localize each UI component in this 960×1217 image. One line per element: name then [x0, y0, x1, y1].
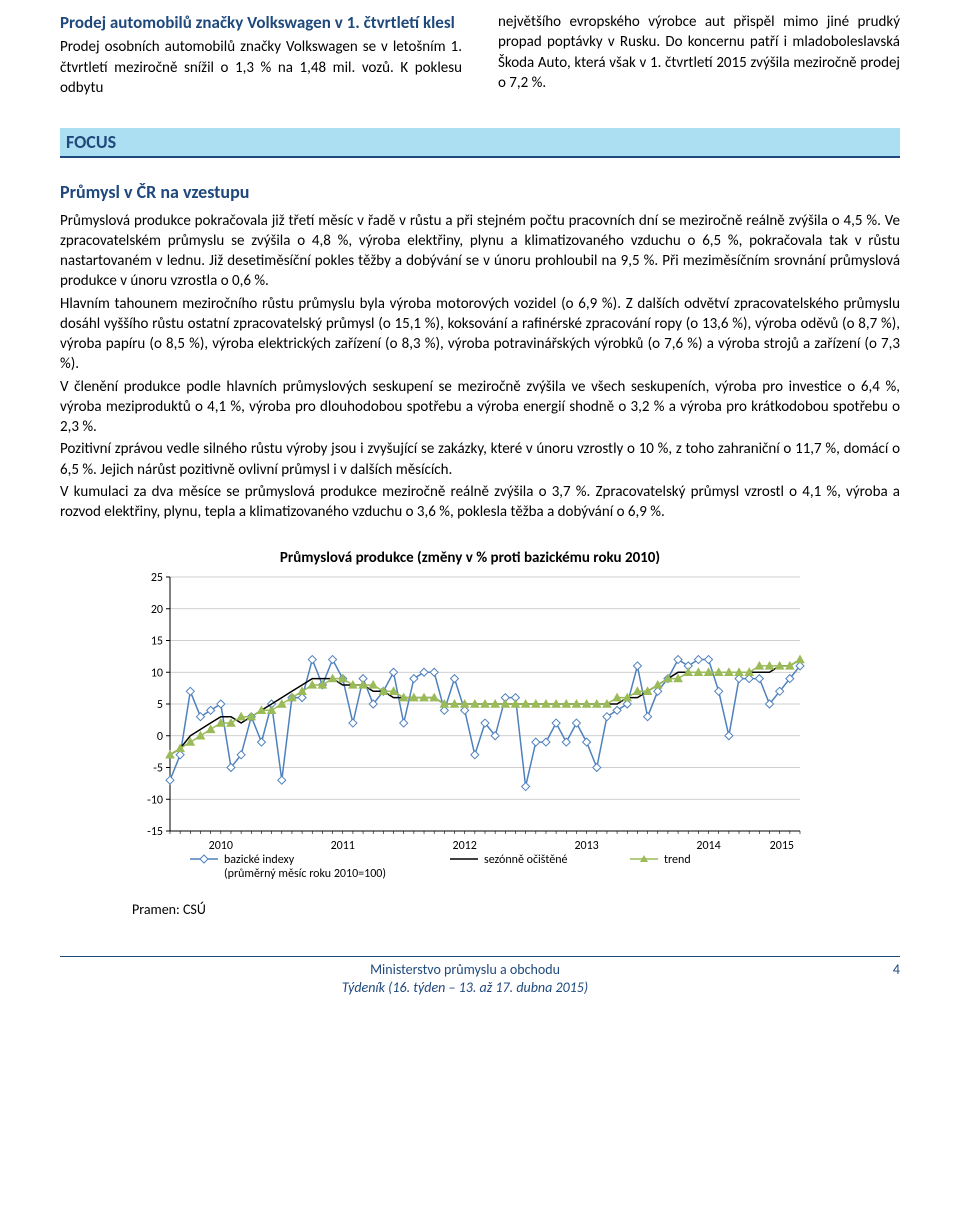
focus-para: V kumulaci za dva měsíce se průmyslová p… — [60, 482, 900, 523]
svg-text:2014: 2014 — [696, 839, 720, 853]
news-text-1: Prodej osobních automobilů značky Volksw… — [60, 38, 462, 97]
news-text-2: největšího evropského výrobce aut přispě… — [498, 13, 900, 92]
focus-para: Pozitivní zprávou vedle silného růstu vý… — [60, 439, 900, 480]
svg-text:0: 0 — [157, 729, 163, 743]
svg-text:bazické indexy: bazické indexy — [224, 853, 295, 867]
news-col-left: Prodej automobilů značky Volkswagen v 1.… — [60, 12, 462, 98]
chart-container: Průmyslová produkce (změny v % proti baz… — [130, 548, 810, 919]
svg-text:-15: -15 — [147, 825, 163, 839]
footer-line1: Ministerstvo průmyslu a obchodu — [60, 961, 870, 979]
footer-line2: Týdeník (16. týden – 13. až 17. dubna 20… — [60, 979, 870, 997]
svg-text:15: 15 — [151, 634, 163, 648]
chart-source: Pramen: CSÚ — [132, 901, 810, 920]
svg-text:-10: -10 — [147, 793, 163, 807]
svg-text:10: 10 — [151, 666, 163, 680]
svg-text:(průměrný měsíc roku 2010=100): (průměrný měsíc roku 2010=100) — [224, 867, 386, 881]
focus-label: FOCUS — [66, 131, 116, 153]
svg-text:sezónně očištěné: sezónně očištěné — [484, 853, 568, 867]
svg-text:trend: trend — [664, 853, 691, 867]
svg-text:25: 25 — [151, 571, 163, 585]
focus-subhead: Průmysl v ČR na vzestupu — [60, 180, 900, 204]
news-col-right: největšího evropského výrobce aut přispě… — [498, 12, 900, 98]
focus-body: Průmyslová produkce pokračovala již třet… — [60, 211, 900, 523]
svg-text:20: 20 — [151, 602, 163, 616]
focus-bar: FOCUS — [60, 128, 900, 158]
footer-center: Ministerstvo průmyslu a obchodu Týdeník … — [60, 961, 870, 997]
news-block: Prodej automobilů značky Volkswagen v 1.… — [60, 12, 900, 98]
page-footer: Ministerstvo průmyslu a obchodu Týdeník … — [60, 956, 900, 997]
news-title: Prodej automobilů značky Volkswagen v 1.… — [60, 12, 462, 33]
svg-text:2010: 2010 — [209, 839, 233, 853]
chart-title: Průmyslová produkce (změny v % proti baz… — [130, 548, 810, 568]
svg-text:2013: 2013 — [574, 839, 598, 853]
svg-text:2015: 2015 — [770, 839, 794, 853]
svg-text:2011: 2011 — [331, 839, 355, 853]
svg-text:2012: 2012 — [453, 839, 477, 853]
svg-text:5: 5 — [157, 698, 163, 712]
chart-svg: -15 -10 -5 0 5 10 15 20 25 2010 2011 2012 2013 2014 20… — [130, 571, 810, 891]
focus-para: V členění produkce podle hlavních průmys… — [60, 377, 900, 438]
focus-para: Průmyslová produkce pokračovala již třet… — [60, 211, 900, 292]
focus-para: Hlavním tahounem meziročního růstu průmy… — [60, 294, 900, 375]
footer-page-num: 4 — [870, 961, 900, 980]
svg-text:-5: -5 — [153, 761, 163, 775]
